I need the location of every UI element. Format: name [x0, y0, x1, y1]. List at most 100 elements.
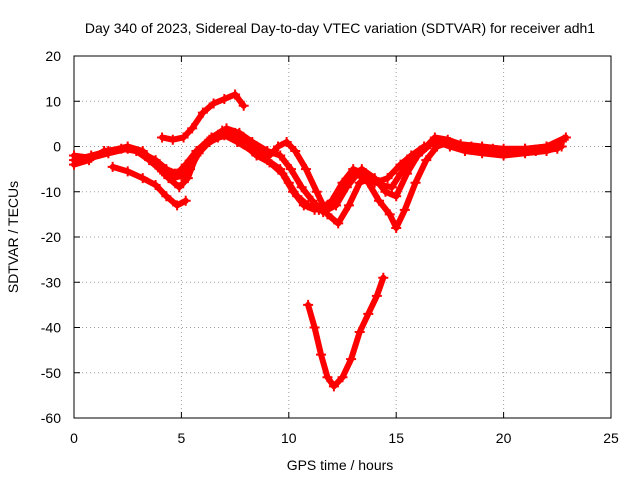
data-point	[69, 159, 79, 170]
data-point	[335, 186, 346, 197]
data-point	[425, 139, 436, 150]
data-point	[208, 98, 219, 109]
data-point	[150, 179, 161, 190]
data-point	[309, 204, 320, 215]
y-tick-label: -20	[41, 229, 61, 245]
data-point	[167, 134, 178, 145]
data-point	[157, 132, 168, 143]
data-point	[378, 272, 389, 283]
y-tick-label: 20	[45, 48, 61, 64]
data-point	[273, 141, 284, 152]
data-point	[477, 146, 488, 157]
data-point	[371, 290, 382, 301]
data-point	[275, 150, 286, 161]
y-tick-label: -60	[41, 410, 61, 426]
data-point	[303, 299, 314, 310]
data-point	[99, 146, 110, 157]
y-tick-label: -50	[41, 365, 61, 381]
data-point	[251, 150, 262, 161]
data-point	[290, 146, 301, 157]
data-point	[176, 170, 187, 181]
axis-ticks	[73, 55, 612, 419]
data-point	[328, 381, 339, 392]
data-point	[382, 173, 393, 184]
series-track-7	[303, 272, 389, 392]
data-point	[219, 93, 230, 104]
data-point	[161, 191, 172, 202]
grid	[74, 56, 611, 418]
data-point	[197, 107, 208, 118]
data-point	[107, 161, 118, 172]
x-tick-label: 5	[178, 430, 186, 446]
y-tick-labels: -60 -50 -40 -30 -20 -10 0 10 20	[41, 48, 61, 426]
data-point	[238, 100, 249, 111]
data-point	[380, 186, 391, 197]
data-point	[157, 166, 168, 177]
data-point	[144, 155, 155, 166]
series-group	[69, 89, 571, 392]
data-point	[386, 182, 397, 193]
data-point	[337, 372, 348, 383]
data-point	[212, 132, 223, 143]
data-point	[384, 209, 395, 220]
data-point	[541, 141, 552, 152]
data-point	[225, 130, 236, 141]
data-point	[180, 195, 191, 206]
series-track-3	[107, 161, 191, 211]
data-point	[391, 222, 402, 233]
data-point	[298, 200, 309, 211]
data-point	[167, 173, 178, 184]
y-tick-label: -30	[41, 274, 61, 290]
data-point	[187, 155, 198, 166]
data-point	[300, 164, 311, 175]
x-axis-label: GPS time / hours	[287, 457, 394, 473]
data-point	[288, 186, 299, 197]
data-point	[187, 123, 198, 134]
data-point	[264, 157, 275, 168]
data-point	[307, 195, 318, 206]
data-point	[197, 141, 208, 152]
data-point	[410, 177, 421, 188]
data-point	[343, 200, 354, 211]
series-line	[305, 274, 387, 390]
y-tick-label: 0	[53, 139, 61, 155]
data-point	[309, 322, 320, 333]
data-point	[178, 132, 189, 143]
data-point	[281, 136, 292, 147]
series-track-6	[69, 130, 569, 215]
data-point	[285, 164, 296, 175]
data-point	[369, 173, 380, 184]
data-point	[331, 200, 342, 211]
data-point	[333, 218, 344, 229]
data-point	[277, 168, 288, 179]
x-tick-label: 10	[281, 430, 297, 446]
data-point	[374, 195, 385, 206]
data-point	[316, 349, 327, 360]
data-point	[391, 191, 402, 202]
data-point	[131, 146, 142, 157]
data-point	[558, 134, 569, 145]
data-point	[116, 143, 127, 154]
data-point	[230, 89, 241, 100]
data-point	[354, 177, 365, 188]
data-point	[401, 168, 412, 179]
y-axis-label: SDTVAR / TECUs	[5, 181, 21, 293]
chart-title: Day 340 of 2023, Sidereal Day-to-day VTE…	[85, 20, 595, 36]
data-point	[399, 204, 410, 215]
data-point	[346, 354, 357, 365]
data-point	[421, 155, 432, 166]
data-point	[356, 164, 367, 175]
y-tick-label: -40	[41, 320, 61, 336]
x-tick-label: 15	[388, 430, 404, 446]
x-tick-labels: 0 5 10 15 20 25	[70, 430, 619, 446]
x-tick-label: 20	[496, 430, 512, 446]
data-point	[122, 166, 133, 177]
data-point	[311, 186, 322, 197]
x-tick-label: 25	[603, 430, 619, 446]
data-point	[322, 209, 333, 220]
data-point	[438, 136, 449, 147]
y-tick-label: -10	[41, 184, 61, 200]
data-point	[296, 182, 307, 193]
data-point	[69, 150, 79, 161]
